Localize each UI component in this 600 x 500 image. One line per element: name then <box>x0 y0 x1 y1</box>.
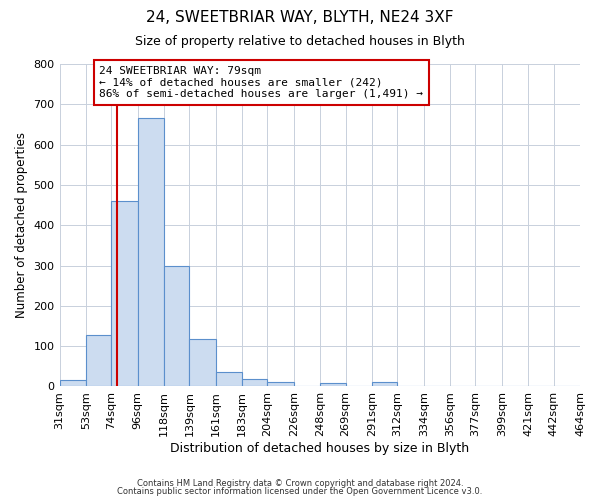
Bar <box>86 335 111 386</box>
Bar <box>190 339 216 386</box>
Text: Contains public sector information licensed under the Open Government Licence v3: Contains public sector information licen… <box>118 487 482 496</box>
Bar <box>372 382 397 386</box>
Bar <box>268 382 294 386</box>
Bar <box>59 380 86 386</box>
Bar <box>242 379 268 386</box>
Y-axis label: Number of detached properties: Number of detached properties <box>15 132 28 318</box>
Text: 24, SWEETBRIAR WAY, BLYTH, NE24 3XF: 24, SWEETBRIAR WAY, BLYTH, NE24 3XF <box>146 10 454 25</box>
X-axis label: Distribution of detached houses by size in Blyth: Distribution of detached houses by size … <box>170 442 469 455</box>
Bar <box>164 266 190 386</box>
Bar <box>111 201 137 386</box>
Bar <box>320 383 346 386</box>
Text: Contains HM Land Registry data © Crown copyright and database right 2024.: Contains HM Land Registry data © Crown c… <box>137 478 463 488</box>
Bar <box>216 372 242 386</box>
Text: 24 SWEETBRIAR WAY: 79sqm
← 14% of detached houses are smaller (242)
86% of semi-: 24 SWEETBRIAR WAY: 79sqm ← 14% of detach… <box>99 66 423 99</box>
Text: Size of property relative to detached houses in Blyth: Size of property relative to detached ho… <box>135 35 465 48</box>
Bar <box>137 118 164 386</box>
